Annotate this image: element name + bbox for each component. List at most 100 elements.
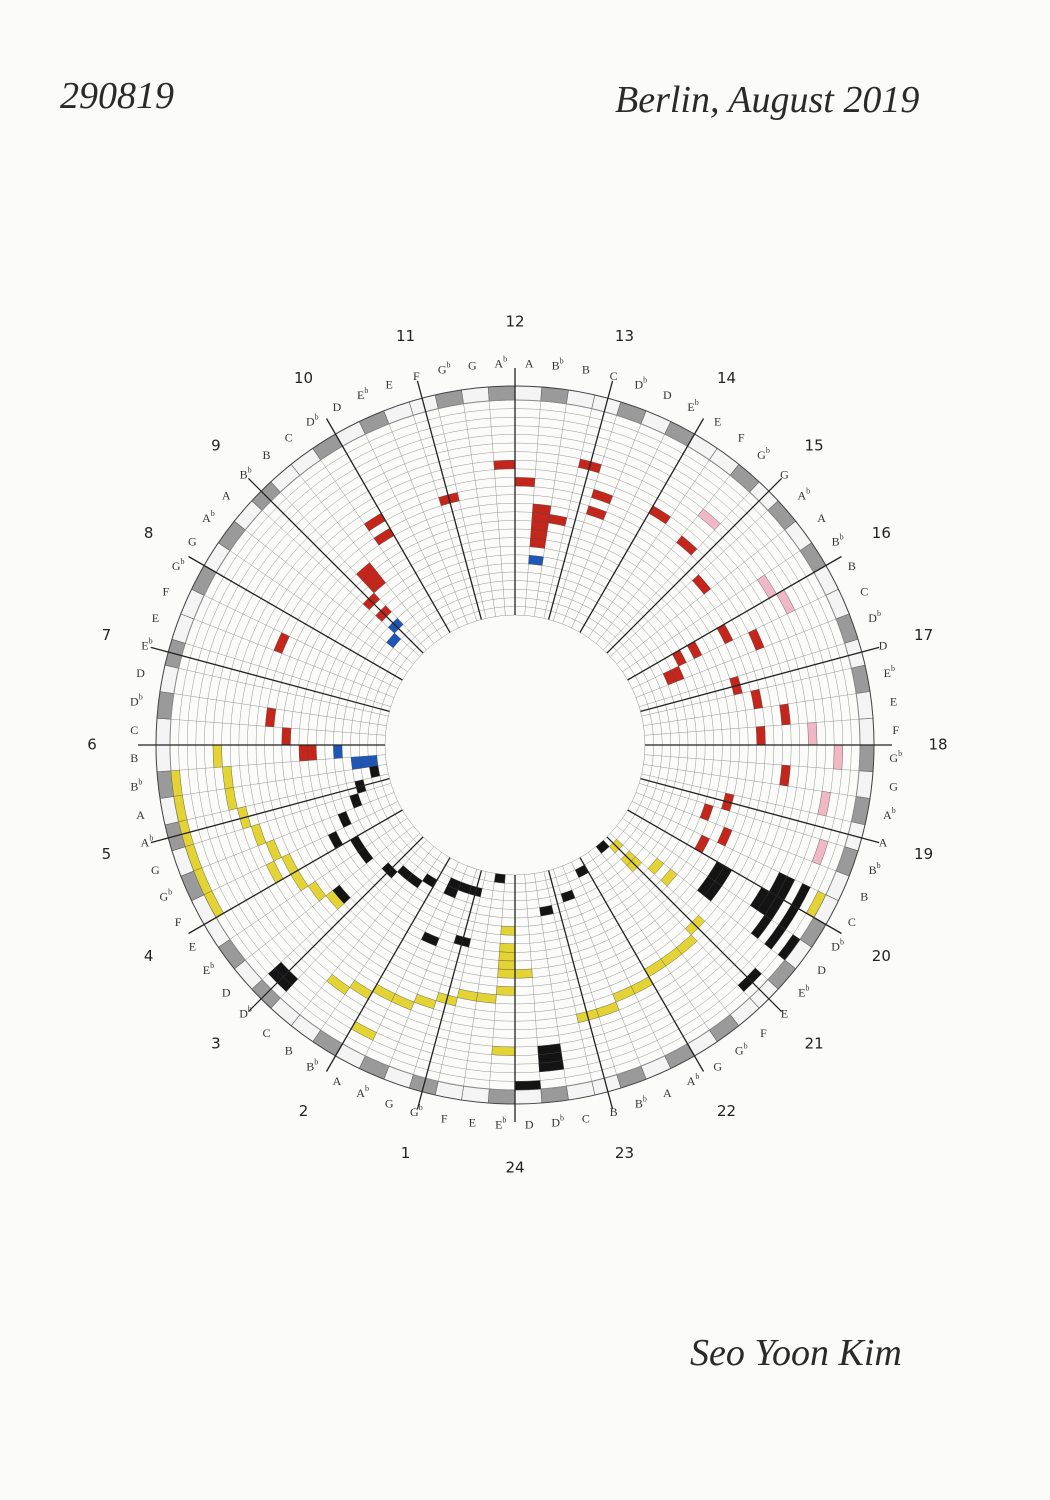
note-cell [748, 628, 765, 651]
note-accidental: b [138, 777, 142, 786]
sector-line [193, 618, 395, 698]
note-label: Db [635, 375, 648, 391]
note-letter: G [780, 467, 789, 481]
hour-line [188, 809, 403, 935]
hour-label: 18 [928, 736, 947, 754]
note-cell [560, 889, 576, 903]
note-label: Ab [141, 833, 154, 849]
note-letter: B [869, 863, 877, 877]
hour-line [548, 380, 614, 620]
note-cell [595, 840, 610, 854]
hour-line [548, 870, 614, 1110]
sector-line [622, 550, 801, 672]
note-label: Ab [202, 509, 215, 525]
note-accidental: b [248, 465, 252, 474]
note-cell [833, 744, 843, 770]
note-label: Db [130, 692, 143, 708]
note-letter: B [635, 1096, 643, 1110]
hour-label: 23 [615, 1144, 634, 1162]
sector-line [553, 415, 617, 621]
note-accidental: b [643, 1094, 647, 1103]
note-label: F [441, 1111, 448, 1125]
note-label: Db [551, 1113, 564, 1129]
note-letter: D [333, 400, 342, 414]
note-letter: E [781, 1006, 788, 1020]
sector-line [178, 668, 389, 717]
note-letter: A [356, 1086, 365, 1100]
note-cell [273, 632, 290, 654]
hour-line [247, 477, 424, 654]
note-accidental: b [149, 833, 153, 842]
note-cell [660, 947, 683, 967]
sector-line [388, 423, 468, 625]
note-accidental: b [877, 861, 881, 870]
sector-line [588, 459, 710, 638]
note-cell [548, 514, 568, 527]
sector-line [610, 510, 769, 657]
note-letter: E [385, 377, 392, 391]
note-accidental: b [805, 983, 809, 992]
note-cell [574, 864, 589, 878]
sector-line [320, 459, 442, 638]
note-accidental: b [365, 1084, 369, 1093]
note-label: G [151, 863, 160, 877]
note-cell [750, 914, 772, 939]
note-label: Gb [889, 749, 902, 765]
note-letter: A [494, 356, 503, 370]
note-label: Eb [798, 983, 809, 999]
sector-line [641, 668, 852, 717]
note-cell [265, 860, 284, 884]
note-label: Eb [495, 1116, 506, 1132]
note-letter: B [130, 751, 138, 765]
note-accidental: b [364, 386, 368, 395]
note-label: Eb [884, 664, 895, 680]
note-letter: F [162, 584, 169, 598]
note-label: D [222, 985, 231, 999]
note-cell [368, 755, 379, 768]
note-letter: G [889, 779, 898, 793]
note-label: F [738, 430, 745, 444]
sector-line [173, 693, 387, 726]
ring-labels: 123456789101112131415161718192021222324A… [87, 313, 947, 1177]
note-label: Bb [832, 532, 844, 548]
sector-line [643, 693, 857, 726]
note-cell [332, 884, 351, 904]
note-letter: G [735, 1043, 744, 1057]
note-label: G [889, 779, 898, 793]
note-letter: G [757, 448, 766, 462]
note-label: C [262, 1026, 270, 1040]
note-label: A [663, 1086, 672, 1100]
note-accidental: b [898, 749, 902, 758]
sector-line [562, 865, 642, 1067]
hour-label: 1 [401, 1144, 411, 1162]
hour-label: 10 [294, 369, 313, 387]
sector-line [595, 846, 731, 1015]
note-label: D [879, 638, 888, 652]
note-letter: A [333, 1074, 342, 1088]
note-letter: B [832, 534, 840, 548]
note-label: C [582, 1111, 590, 1125]
hour-line [325, 418, 451, 633]
hour-label: 5 [102, 845, 112, 863]
note-cell [281, 727, 292, 746]
hour-line [640, 778, 880, 844]
note-accidental: b [419, 1103, 423, 1112]
note-label: A [817, 511, 826, 525]
note-letter: G [172, 559, 181, 573]
note-cell [391, 993, 415, 1011]
note-label: Ab [356, 1084, 369, 1100]
note-cell [811, 838, 829, 865]
note-cell [764, 924, 787, 950]
note-cell [386, 632, 402, 649]
sector-line [488, 400, 506, 616]
note-letter: E [357, 388, 364, 402]
note-label: Ab [797, 486, 810, 502]
note-accidental: b [149, 636, 153, 645]
note-letter: F [738, 430, 745, 444]
note-letter: A [202, 511, 211, 525]
hour-line [325, 857, 451, 1072]
note-letter: E [687, 400, 694, 414]
hour-line [416, 380, 482, 620]
note-cell [476, 992, 497, 1004]
key-cell [858, 717, 875, 746]
